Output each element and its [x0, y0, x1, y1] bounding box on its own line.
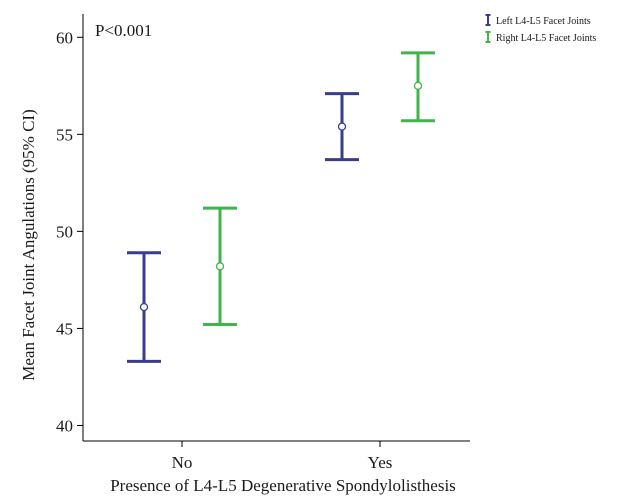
series-left	[127, 92, 359, 363]
p-value-annotation: P<0.001	[95, 21, 152, 40]
legend: Left L4-L5 Facet Joints Right L4-L5 Facet…	[485, 14, 596, 44]
mean-point	[413, 81, 423, 90]
y-tick-label: 60	[56, 28, 73, 47]
legend-label: Left L4-L5 Facet Joints	[496, 16, 591, 27]
x-axis: No Yes	[83, 440, 470, 472]
legend-label: Right L4-L5 Facet Joints	[496, 33, 596, 44]
x-tick-label: Yes	[368, 453, 393, 472]
series-right	[203, 51, 435, 327]
y-axis: 40 45 50 55 60	[56, 14, 84, 441]
mean-point	[139, 302, 149, 312]
y-tick-label: 50	[56, 222, 73, 241]
y-tick-label: 55	[56, 125, 73, 144]
error-bars	[127, 51, 435, 363]
mean-point	[337, 122, 347, 131]
y-tick-label: 40	[56, 416, 73, 435]
x-axis-title: Presence of L4-L5 Degenerative Spondylol…	[110, 476, 456, 495]
mean-point	[215, 262, 225, 271]
x-tick-label: No	[172, 453, 193, 472]
y-axis-title: Mean Facet Joint Angulations (95% CI)	[19, 109, 38, 381]
y-tick-label: 45	[56, 319, 73, 338]
